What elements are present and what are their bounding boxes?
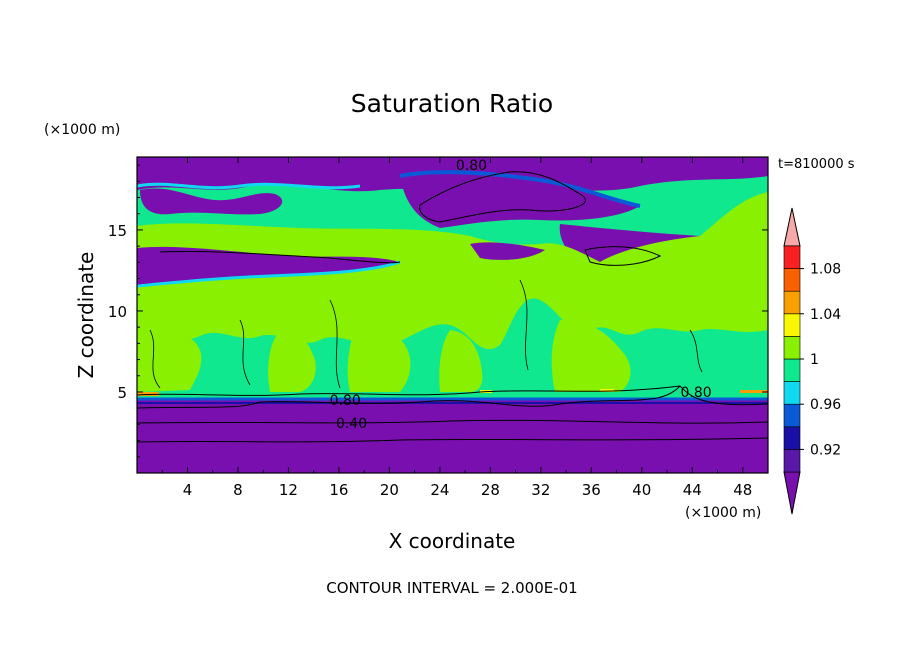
colorbar-bin (783, 426, 801, 450)
colorbar-bin (783, 313, 801, 337)
colorbar-tick-label: 1 (810, 352, 819, 368)
colorbar-tick-label: 1.08 (810, 262, 841, 278)
colorbar-bin-low (783, 471, 801, 515)
x-tick-label: 4 (183, 481, 193, 499)
x-tick-label: 28 (481, 481, 500, 499)
colorbar-bin (783, 358, 801, 382)
y-axis-label: Z coordinate (74, 252, 98, 379)
colorbar-bin (783, 449, 801, 473)
colorbar-bin (783, 268, 801, 292)
y-axis-unit: (×1000 m) (44, 122, 120, 138)
x-tick-label: 48 (733, 481, 752, 499)
chart-title: Saturation Ratio (351, 89, 553, 118)
x-tick-label: 12 (279, 481, 298, 499)
x-tick-label: 8 (233, 481, 243, 499)
contour-interval-footer: CONTOUR INTERVAL = 2.000E-01 (326, 579, 577, 597)
plot-frame (136, 156, 769, 474)
contour-label: 0.40 (336, 416, 367, 432)
x-tick-label: 24 (430, 481, 449, 499)
y-tick-label: 10 (108, 303, 127, 321)
time-label: t=810000 s (778, 157, 855, 172)
y-tick-label: 15 (108, 222, 127, 240)
x-tick-label: 36 (582, 481, 601, 499)
colorbar-bin (783, 245, 801, 269)
x-tick-label: 20 (380, 481, 399, 499)
x-tick-label: 44 (683, 481, 702, 499)
colorbar-bin (783, 403, 801, 428)
colorbar-tick-label: 0.96 (810, 397, 841, 413)
colorbar-tick-label: 0.92 (810, 442, 841, 458)
x-axis: 4 8 12 16 20 24 28 32 36 40 44 48 (161, 157, 752, 499)
x-tick-label: 40 (632, 481, 651, 499)
colorbar-bin (783, 381, 801, 405)
contour-labels: 0.80 0.80 0.40 0.80 (330, 158, 712, 432)
x-tick-label: 32 (531, 481, 550, 499)
colorbar: 0.92 0.96 1 1.04 1.08 (783, 207, 841, 515)
plot-area (137, 157, 768, 473)
y-tick-label: 5 (117, 384, 127, 402)
contour-label: 0.80 (330, 393, 361, 409)
x-tick-label: 16 (329, 481, 348, 499)
contour-label: 0.80 (456, 158, 487, 174)
colorbar-bin (783, 336, 801, 360)
y-axis: 5 10 15 (108, 164, 768, 458)
colorbar-bin (783, 290, 801, 315)
x-axis-label: X coordinate (389, 529, 516, 553)
colorbar-bin-high (783, 207, 801, 247)
contour-label: 0.80 (680, 385, 711, 401)
colorbar-tick-label: 1.04 (810, 307, 841, 323)
x-axis-unit: (×1000 m) (685, 505, 761, 521)
